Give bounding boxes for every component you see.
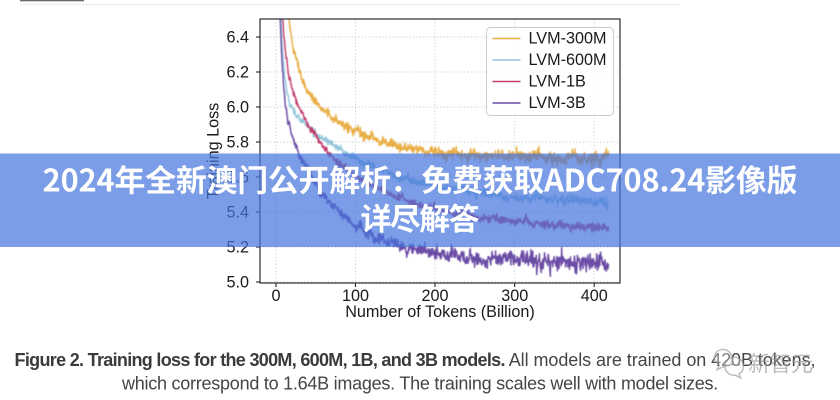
svg-text:6.0: 6.0 [226, 99, 249, 117]
svg-text:5.8: 5.8 [226, 134, 249, 152]
svg-text:LVM-1B: LVM-1B [529, 73, 586, 91]
svg-text:200: 200 [421, 287, 448, 305]
svg-text:6.4: 6.4 [226, 29, 249, 47]
svg-text:5.0: 5.0 [226, 274, 249, 292]
svg-text:LVM-600M: LVM-600M [529, 51, 607, 69]
svg-text:300: 300 [501, 287, 528, 305]
svg-text:Figure 2. Training loss for th: Figure 2. Training loss for the 300M, 60… [15, 350, 816, 370]
svg-text:LVM-300M: LVM-300M [529, 30, 607, 48]
svg-text:100: 100 [342, 287, 369, 305]
svg-text:which correspond to 1.64B imag: which correspond to 1.64B images. The tr… [121, 374, 718, 394]
svg-text:400: 400 [581, 287, 608, 305]
svg-text:LVM-3B: LVM-3B [529, 94, 586, 112]
svg-text:6.2: 6.2 [226, 64, 249, 82]
svg-text:Number of Tokens (Billion): Number of Tokens (Billion) [345, 303, 535, 321]
svg-text:0: 0 [271, 287, 280, 305]
